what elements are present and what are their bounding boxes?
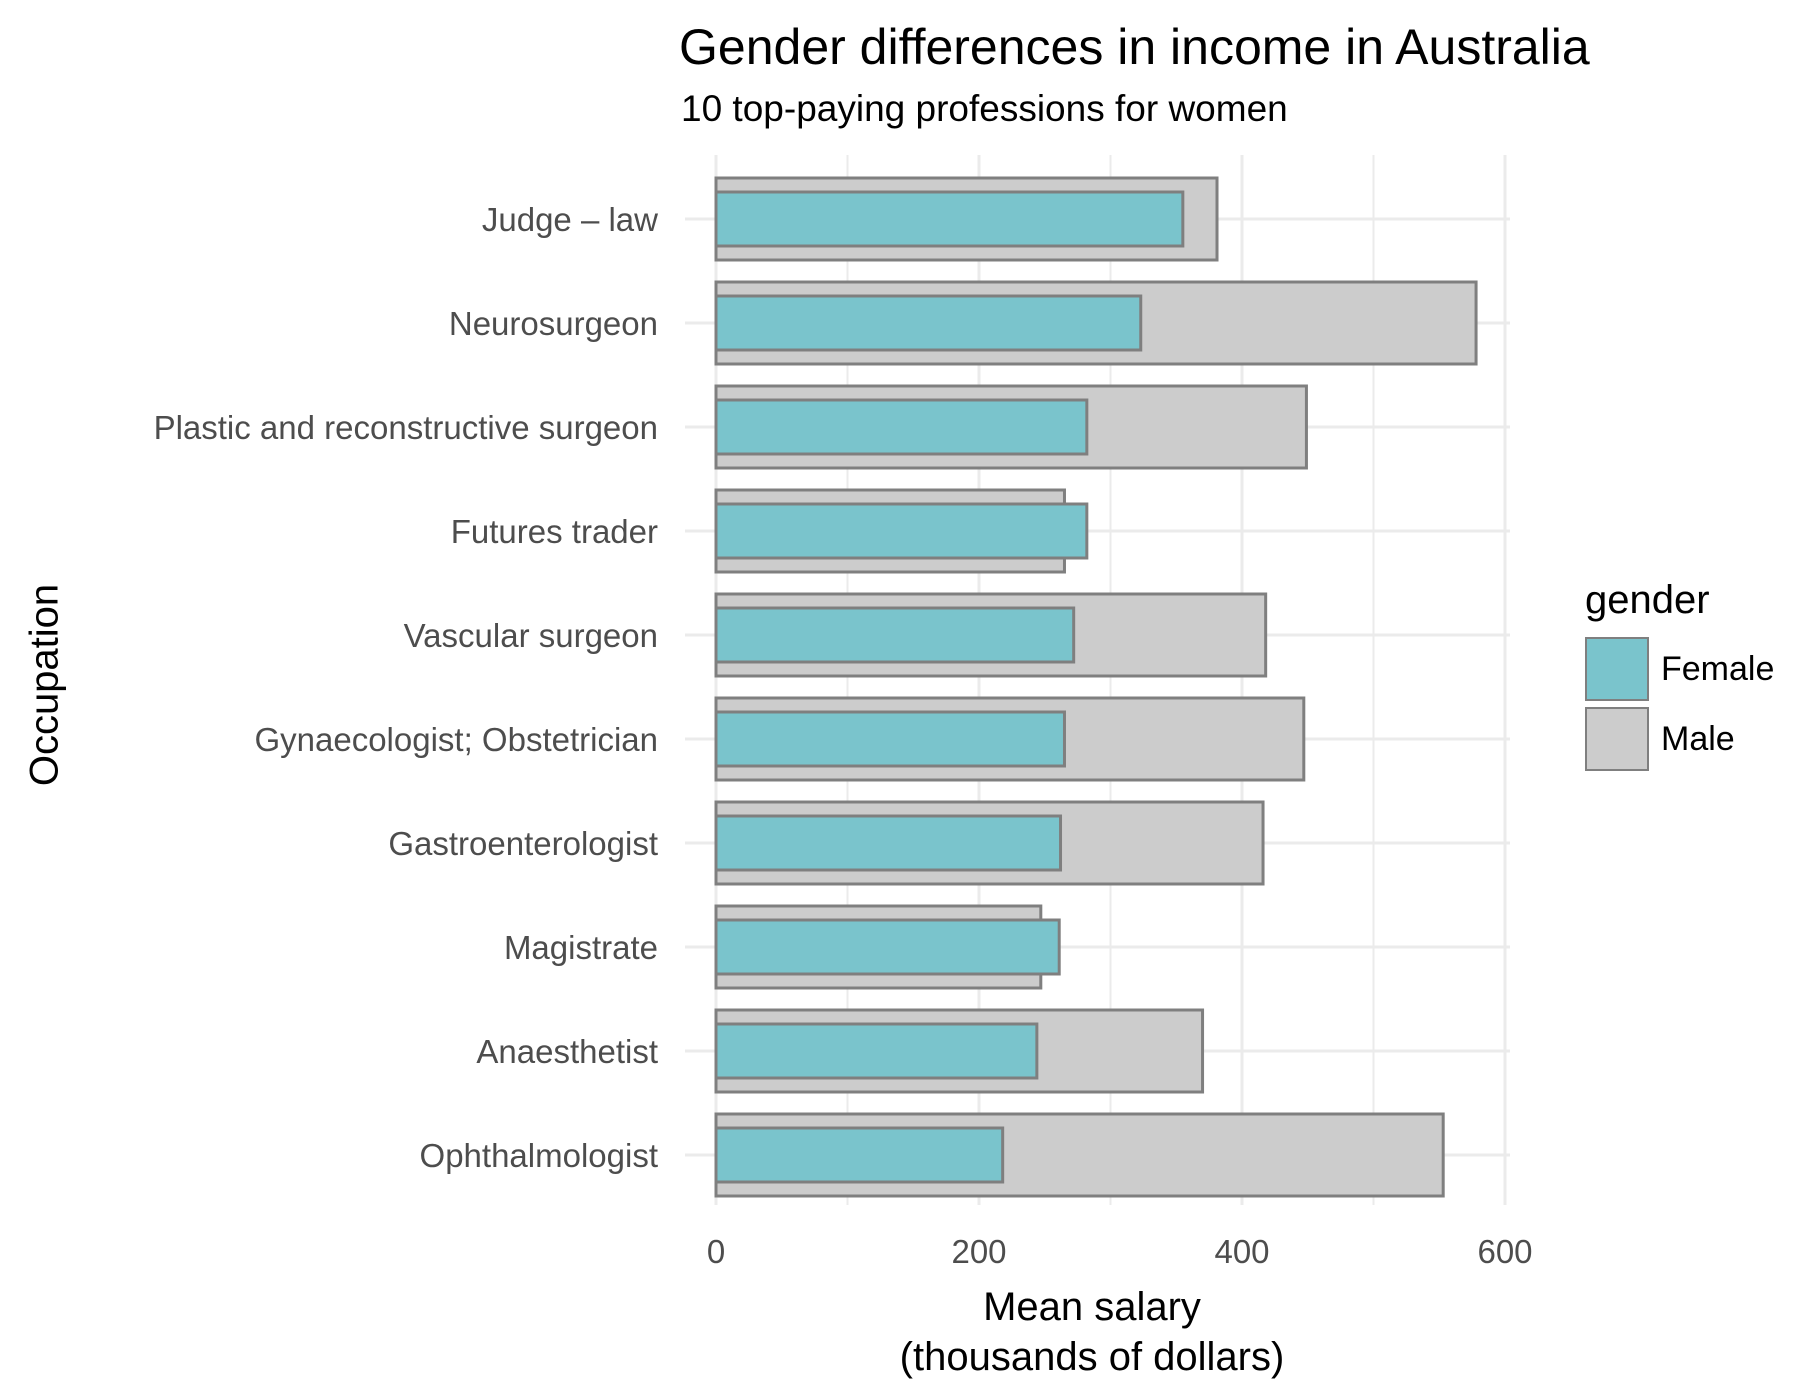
- y-tick-label-plastic-and-reconstructive-surgeon: Plastic and reconstructive surgeon: [154, 409, 658, 446]
- y-tick-label-judge-law: Judge – law: [482, 201, 658, 238]
- y-tick-label-ophthalmologist: Ophthalmologist: [420, 1137, 658, 1174]
- x-axis-label-line-1: Mean salary: [983, 1285, 1201, 1329]
- bar-female-gynaecologist-obstetrician: [714, 710, 1066, 768]
- legend-title: gender: [1585, 578, 1710, 622]
- legend-key-male: [1585, 707, 1649, 771]
- x-axis-label: Mean salary (thousands of dollars): [900, 1282, 1285, 1382]
- y-tick-label-gynaecologist-obstetrician: Gynaecologist; Obstetrician: [254, 721, 658, 758]
- y-tick-label-gastroenterologist: Gastroenterologist: [388, 825, 658, 862]
- bar-female-neurosurgeon: [714, 294, 1143, 352]
- chart-subtitle: 10 top-paying professions for women: [681, 88, 1288, 129]
- y-tick-labels: Judge – law Neurosurgeon Plastic and recon…: [154, 201, 659, 1174]
- y-tick-label-vascular-surgeon: Vascular surgeon: [404, 617, 658, 654]
- x-tick-label-0: 0: [707, 1233, 725, 1270]
- x-tick-label-600: 600: [1477, 1233, 1532, 1270]
- bar-female-vascular-surgeon: [714, 606, 1076, 664]
- x-tick-label-200: 200: [951, 1233, 1006, 1270]
- bar-female-anaesthetist: [714, 1022, 1039, 1080]
- legend-key-female: [1585, 637, 1649, 701]
- y-tick-label-neurosurgeon: Neurosurgeon: [449, 305, 658, 342]
- legend: gender Female Male: [1585, 578, 1774, 777]
- y-axis-label: Occupation: [22, 583, 67, 787]
- y-tick-label-anaesthetist: Anaesthetist: [476, 1033, 658, 1070]
- legend-label-female: Female: [1661, 649, 1775, 688]
- x-tick-label-400: 400: [1214, 1233, 1269, 1270]
- bars: [714, 176, 1478, 1198]
- bar-female-magistrate: [714, 918, 1061, 976]
- chart-title: Gender differences in income in Australi…: [679, 19, 1590, 75]
- y-tick-label-magistrate: Magistrate: [504, 929, 658, 966]
- x-tick-labels: 0 200 400 600: [707, 1233, 1533, 1270]
- bar-female-gastroenterologist: [714, 814, 1063, 872]
- bar-female-ophthalmologist: [714, 1126, 1005, 1184]
- legend-item-female: Female: [1585, 637, 1774, 701]
- bar-female-judge-law: [714, 190, 1185, 248]
- bar-female-futures-trader: [714, 502, 1089, 560]
- legend-label-male: Male: [1661, 719, 1735, 758]
- y-tick-label-futures-trader: Futures trader: [451, 513, 658, 550]
- legend-item-male: Male: [1585, 707, 1774, 771]
- bar-female-plastic-and-reconstructive-surgeon: [714, 398, 1089, 456]
- x-axis-label-line-2: (thousands of dollars): [899, 1335, 1285, 1379]
